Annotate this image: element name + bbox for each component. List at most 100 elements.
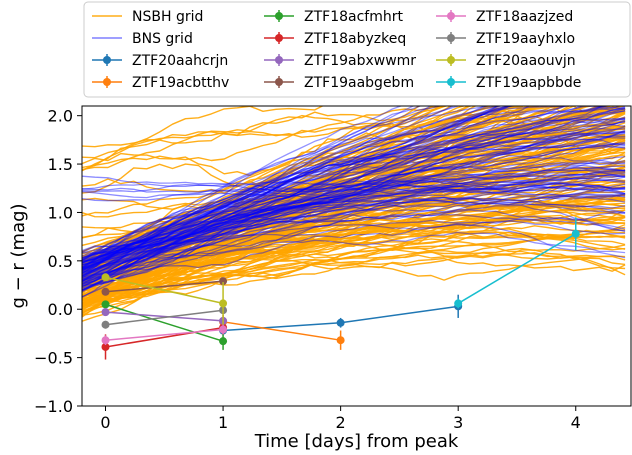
legend-marker [447, 78, 455, 86]
model-grid-curve [82, 173, 626, 264]
model-grid-curve [82, 133, 626, 289]
data-point [219, 277, 228, 286]
x-tick-label: 0 [100, 413, 110, 432]
model-grid-curve [82, 106, 531, 266]
model-grid-curve [82, 182, 626, 252]
legend-entry: NSBH grid [92, 9, 203, 25]
model-grid-curve [82, 106, 584, 286]
model-grid-curve [82, 106, 421, 268]
model-grid-curve [82, 106, 513, 270]
legend-marker [275, 34, 283, 42]
model-grid-curve [82, 156, 626, 290]
model-grid-curve [82, 106, 492, 264]
model-grid-curve [82, 106, 443, 270]
series-line [105, 303, 224, 342]
model-grid-curve [82, 126, 626, 288]
model-grid-curve [82, 106, 460, 278]
model-grid-curve [82, 106, 569, 275]
legend-label: ZTF18aazjzed [476, 9, 573, 25]
model-grid-curve [82, 106, 606, 282]
series-line [105, 328, 224, 341]
x-axis: 0 1 2 3 4 [100, 406, 581, 432]
series-line [105, 311, 224, 322]
legend-label: BNS grid [132, 31, 193, 47]
model-grid-curve [82, 138, 626, 283]
legend-entry: ZTF19aayhxlo [436, 31, 575, 47]
series-line [222, 321, 341, 341]
model-grid-curve [82, 118, 626, 264]
model-grid-curve [82, 106, 626, 194]
model-grid-lines [82, 106, 626, 322]
legend-marker [447, 56, 455, 64]
model-grid-curve [82, 185, 626, 257]
model-grid-curve [82, 106, 448, 172]
series-line [105, 309, 224, 326]
model-grid-curve [82, 144, 626, 262]
model-grid-curve [82, 106, 513, 272]
model-grid-curve [82, 106, 509, 275]
data-point [454, 299, 463, 308]
data-point [101, 287, 110, 296]
model-grid-curve [82, 134, 626, 260]
legend-entry: ZTF18acfmhrt [264, 9, 403, 25]
data-point [571, 229, 580, 238]
model-grid-curve [82, 214, 626, 264]
legend-entry: ZTF18aazjzed [436, 9, 573, 25]
y-tick-label: 1.0 [48, 203, 73, 222]
model-grid-curve [82, 175, 626, 191]
model-grid-curve [82, 135, 626, 268]
model-grid-curve [82, 187, 626, 203]
model-grid-curve [82, 106, 499, 261]
model-grid-curve [82, 217, 626, 271]
model-grid-curve [82, 116, 626, 290]
model-grid-curve [82, 106, 324, 159]
model-grid-curve [82, 183, 626, 266]
model-grid-curve [82, 183, 626, 273]
model-grid-curve [82, 184, 626, 199]
model-grid-curve [82, 106, 611, 271]
series-ZTF18aazjzed [101, 324, 228, 346]
data-point [219, 299, 228, 308]
model-grid-curve [82, 165, 626, 254]
series-ZTF18acfmhrt [101, 300, 228, 350]
x-tick-label: 1 [218, 413, 228, 432]
data-point [219, 337, 228, 346]
series-line [457, 233, 577, 305]
series-ZTF20aaouvjn [101, 273, 228, 325]
plot-frame [81, 105, 632, 407]
model-grid-curve [82, 169, 626, 287]
legend-marker [275, 56, 283, 64]
legend-entry: ZTF19abxwwmr [264, 53, 416, 69]
y-tick-label: 1.5 [48, 155, 73, 174]
legend-marker [103, 78, 111, 86]
legend-label: ZTF20aaouvjn [476, 53, 576, 69]
model-grid-curve [82, 106, 626, 284]
data-point [101, 300, 110, 309]
data-point [101, 342, 110, 351]
y-tick-label: 0.5 [48, 252, 73, 271]
y-tick-label: 0.0 [48, 300, 73, 319]
model-grid-curve [82, 106, 504, 274]
model-grid-curve [82, 145, 626, 280]
model-grid-curve [82, 108, 626, 239]
model-grid-curve [82, 117, 626, 276]
model-grid-curve [82, 127, 626, 287]
y-tick-label: −0.5 [34, 349, 73, 368]
model-grid-curve [82, 130, 626, 293]
x-tick-label: 2 [336, 413, 346, 432]
model-grid-curve [82, 248, 626, 302]
legend-marker [275, 78, 283, 86]
legend-marker [275, 12, 283, 20]
model-grid-curve [82, 231, 626, 277]
model-grid-curve [82, 193, 626, 282]
model-grid-curve [82, 174, 626, 259]
model-grid-curve [82, 117, 626, 286]
model-grid-curve [82, 106, 500, 269]
model-grid-curve [82, 106, 534, 293]
legend-label: ZTF19abxwwmr [304, 53, 416, 69]
legend-entry: ZTF18abyzkeq [264, 31, 406, 47]
model-grid-curve [82, 168, 626, 264]
model-grid-curve [82, 106, 501, 292]
x-tick-label: 4 [571, 413, 581, 432]
legend-box [83, 1, 631, 98]
